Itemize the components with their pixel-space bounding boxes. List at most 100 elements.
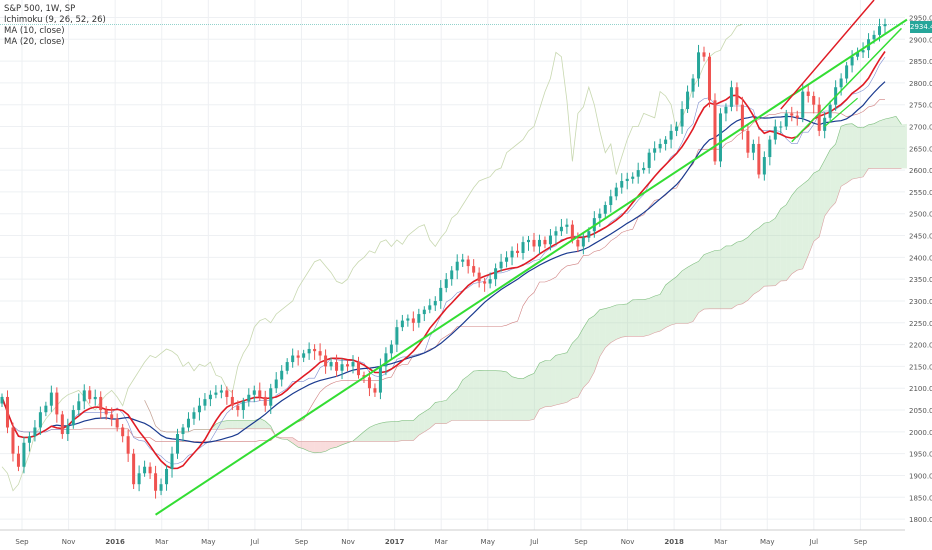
candle-body	[817, 104, 821, 131]
cloud-segment	[490, 370, 496, 421]
candle-body	[428, 305, 432, 310]
cloud-segment	[555, 353, 562, 406]
candle-body	[318, 351, 322, 356]
candle-body	[795, 115, 799, 118]
cloud-segment	[358, 431, 364, 442]
cloud-segment	[901, 123, 907, 169]
cloud-segment	[303, 441, 310, 452]
candle-body	[186, 418, 190, 428]
cloud-segment	[879, 118, 885, 169]
senkou-span-a	[144, 115, 902, 454]
candle-body	[274, 379, 278, 389]
y-tick-label: 2200.00	[909, 342, 932, 350]
y-tick-label: 2300.00	[909, 298, 932, 306]
candle-body	[724, 106, 728, 114]
candle-body	[38, 412, 42, 428]
candle-body	[653, 148, 657, 153]
candle-body	[132, 453, 136, 485]
cloud-segment	[446, 394, 452, 424]
candle-body	[11, 427, 15, 454]
cloud-segment	[544, 360, 551, 407]
candle-body	[307, 348, 311, 354]
x-tick-label: Sep	[574, 538, 588, 546]
cloud-segment	[451, 389, 458, 421]
candle-body	[203, 399, 207, 406]
time-axis[interactable]: Sep Nov 2016 Mar May Jul Sep Nov 2017 Mar May Jul Se…	[0, 529, 905, 546]
price-axis[interactable]: 1800.00 1850.00 1900.00 1950.00 2000.00 2050.…	[909, 14, 932, 524]
cloud-segment	[468, 371, 474, 421]
x-tick-label: Sep	[854, 538, 868, 546]
x-tick-label: Jul	[250, 538, 260, 546]
candle-body	[565, 224, 569, 227]
x-tick-label: Nov	[62, 538, 76, 546]
candle-body	[702, 52, 706, 57]
cloud-segment	[605, 306, 611, 348]
candle-body	[691, 78, 695, 92]
x-tick-label: May	[760, 538, 774, 546]
candle-body	[812, 95, 816, 105]
cloud-segment	[523, 375, 529, 421]
legend-ma20: MA (20, close)	[4, 37, 65, 47]
candle-body	[647, 152, 651, 168]
candle-body	[570, 224, 574, 240]
cloud-segment	[632, 299, 639, 337]
candle-body	[686, 91, 690, 110]
trendlines[interactable]	[155, 0, 908, 516]
candle-body	[609, 196, 613, 206]
cloud-segment	[863, 124, 869, 177]
candle-body	[499, 261, 503, 269]
cloud-segment	[654, 294, 661, 333]
candle-body	[225, 390, 229, 397]
candle-body	[718, 113, 722, 162]
candle-body	[444, 279, 448, 288]
cloud-segment	[539, 360, 545, 410]
cloud-segment	[736, 240, 743, 306]
cloud-segment	[512, 376, 518, 421]
candle-body	[620, 181, 624, 188]
cloud-segment	[320, 441, 326, 453]
candle-body	[768, 139, 772, 158]
cloud-segment	[857, 127, 864, 178]
y-tick-label: 1950.00	[909, 451, 932, 459]
cloud-segment	[725, 245, 732, 309]
candle-body	[631, 176, 635, 179]
cloud-segment	[747, 231, 754, 301]
candle-body	[466, 259, 470, 267]
cloud-segment	[835, 126, 842, 203]
y-tick-label: 2600.00	[909, 167, 932, 175]
cloud-segment	[594, 309, 600, 372]
candle-body	[779, 126, 783, 128]
y-tick-label: 1850.00	[909, 494, 932, 502]
candle-body	[823, 117, 827, 131]
grid-lines	[0, 0, 905, 530]
chikou-span	[1, 23, 743, 492]
cloud-segment	[824, 149, 831, 217]
cloud-segment	[885, 117, 891, 169]
cloud-segment	[287, 437, 293, 444]
cloud-segment	[714, 249, 721, 309]
candle-body	[88, 390, 92, 400]
cloud-segment	[720, 245, 726, 309]
ma20-line	[1, 81, 886, 444]
cloud-segment	[484, 370, 491, 421]
candle-body	[93, 396, 97, 400]
candle-body	[707, 56, 712, 101]
y-tick-label: 1800.00	[909, 516, 932, 524]
candle-body	[872, 34, 876, 40]
cloud-segment	[226, 420, 233, 429]
y-tick-label: 2750.00	[909, 102, 932, 110]
candle-body	[516, 250, 520, 254]
candle-body	[587, 231, 591, 238]
cloud-segment	[676, 270, 683, 324]
cloud-segment	[660, 284, 666, 332]
last-price-label: 2934.43	[910, 21, 932, 33]
y-tick-label: 2800.00	[909, 80, 932, 88]
channel-upper-line	[780, 0, 875, 110]
candle-body	[280, 370, 284, 380]
candle-body	[527, 239, 531, 243]
y-tick-label: 2150.00	[909, 363, 932, 371]
cloud-segment	[435, 401, 441, 424]
x-tick-label: Nov	[341, 538, 355, 546]
candle-body	[313, 348, 317, 352]
